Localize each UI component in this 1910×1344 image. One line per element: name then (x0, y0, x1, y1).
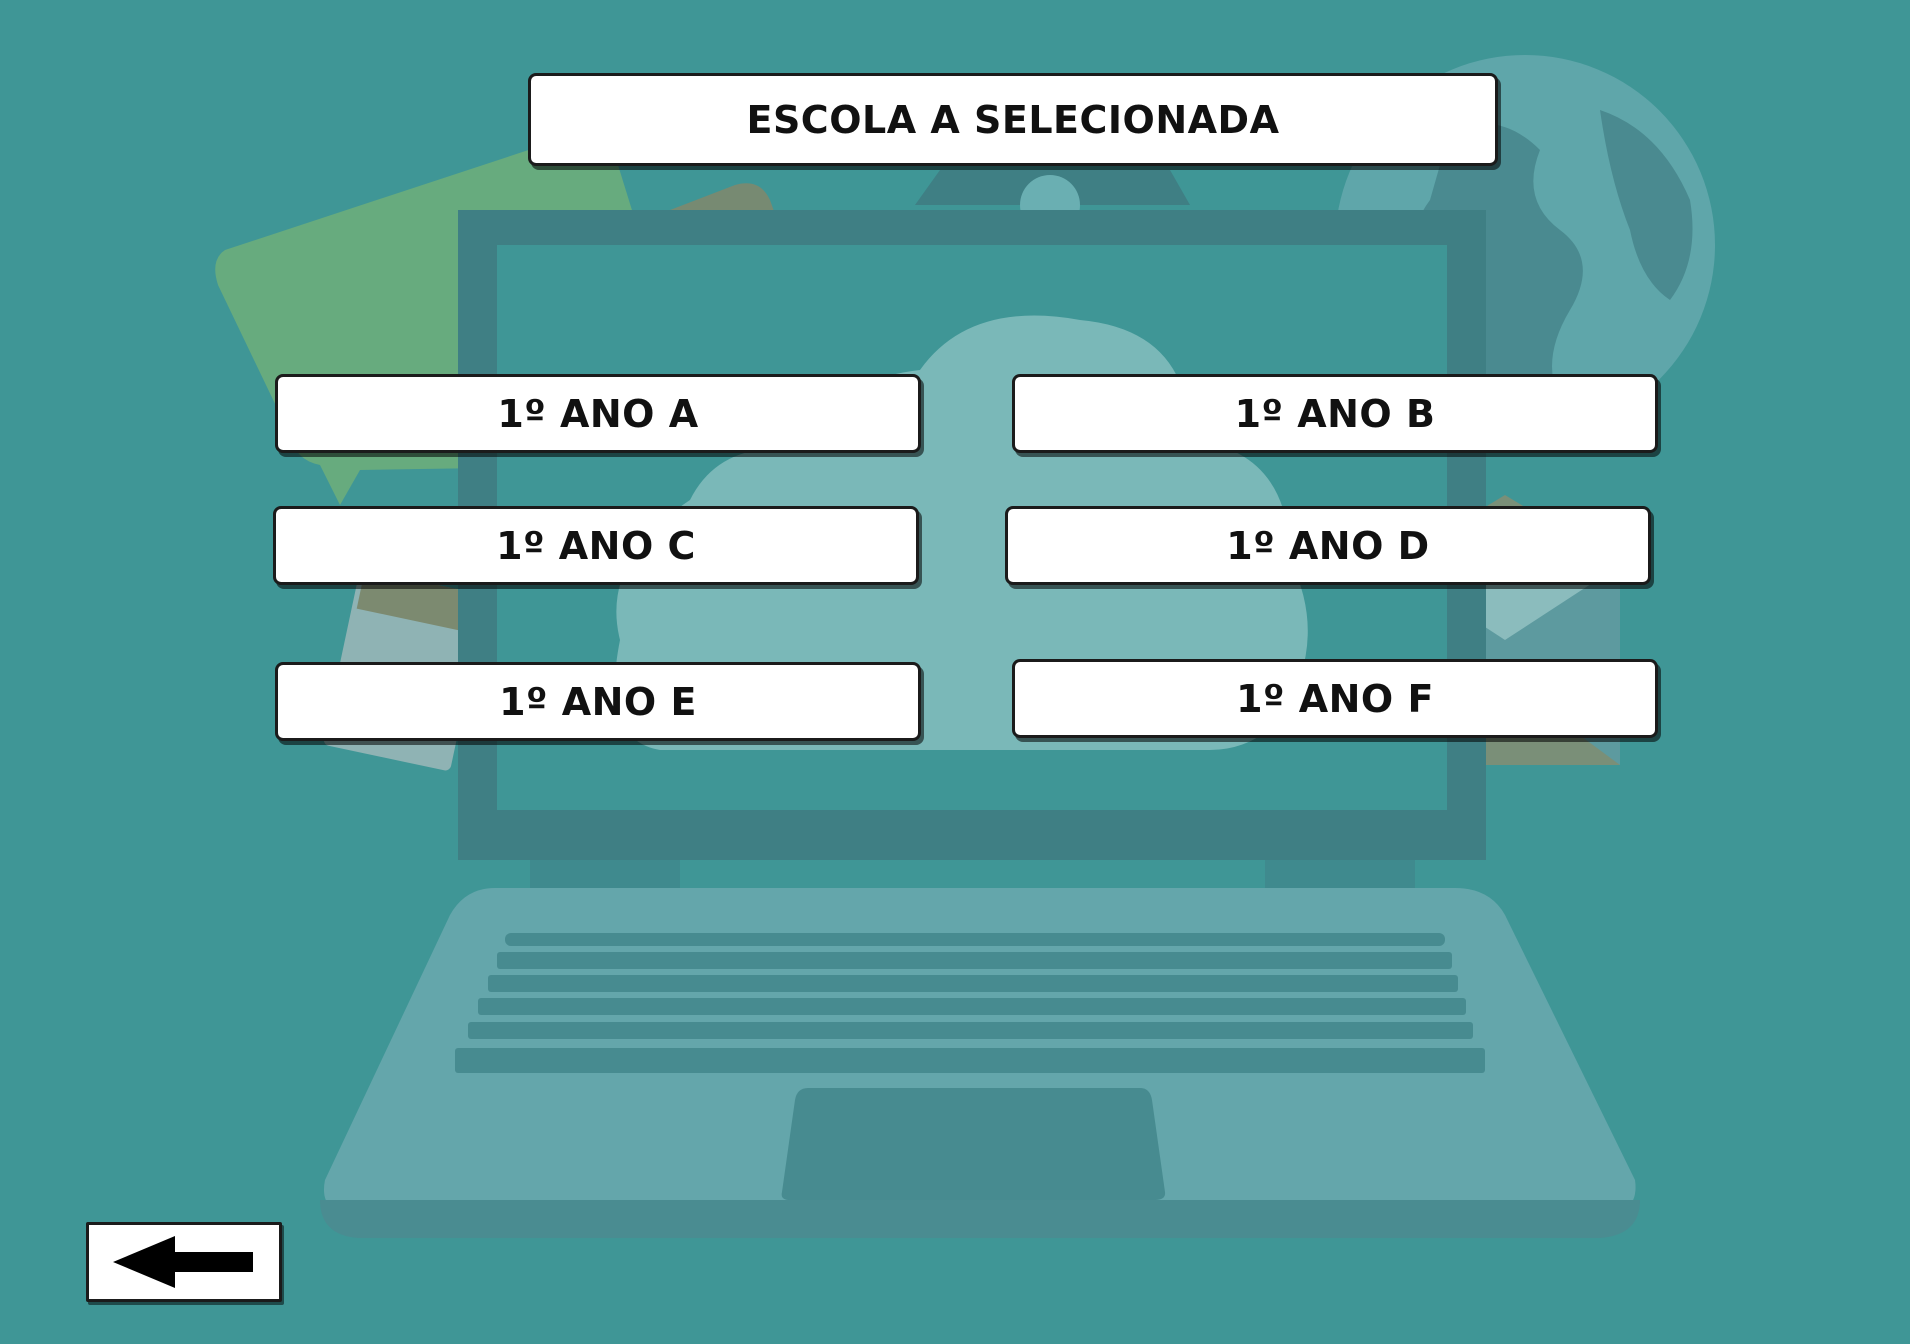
page-title: ESCOLA A SELECIONADA (528, 73, 1498, 166)
class-button-label: 1º ANO A (497, 391, 699, 436)
class-button-1-ano-e[interactable]: 1º ANO E (275, 662, 921, 741)
class-button-1-ano-a[interactable]: 1º ANO A (275, 374, 921, 453)
class-button-label: 1º ANO B (1234, 391, 1436, 436)
class-button-label: 1º ANO D (1226, 523, 1430, 568)
class-button-label: 1º ANO C (496, 523, 696, 568)
class-button-1-ano-b[interactable]: 1º ANO B (1012, 374, 1658, 453)
arrow-left-icon (113, 1236, 253, 1288)
class-button-1-ano-f[interactable]: 1º ANO F (1012, 659, 1658, 738)
class-button-1-ano-c[interactable]: 1º ANO C (273, 506, 919, 585)
class-button-label: 1º ANO F (1236, 676, 1434, 721)
page-title-text: ESCOLA A SELECIONADA (746, 97, 1280, 142)
class-button-label: 1º ANO E (499, 679, 697, 724)
back-button[interactable] (86, 1222, 282, 1302)
class-button-1-ano-d[interactable]: 1º ANO D (1005, 506, 1651, 585)
